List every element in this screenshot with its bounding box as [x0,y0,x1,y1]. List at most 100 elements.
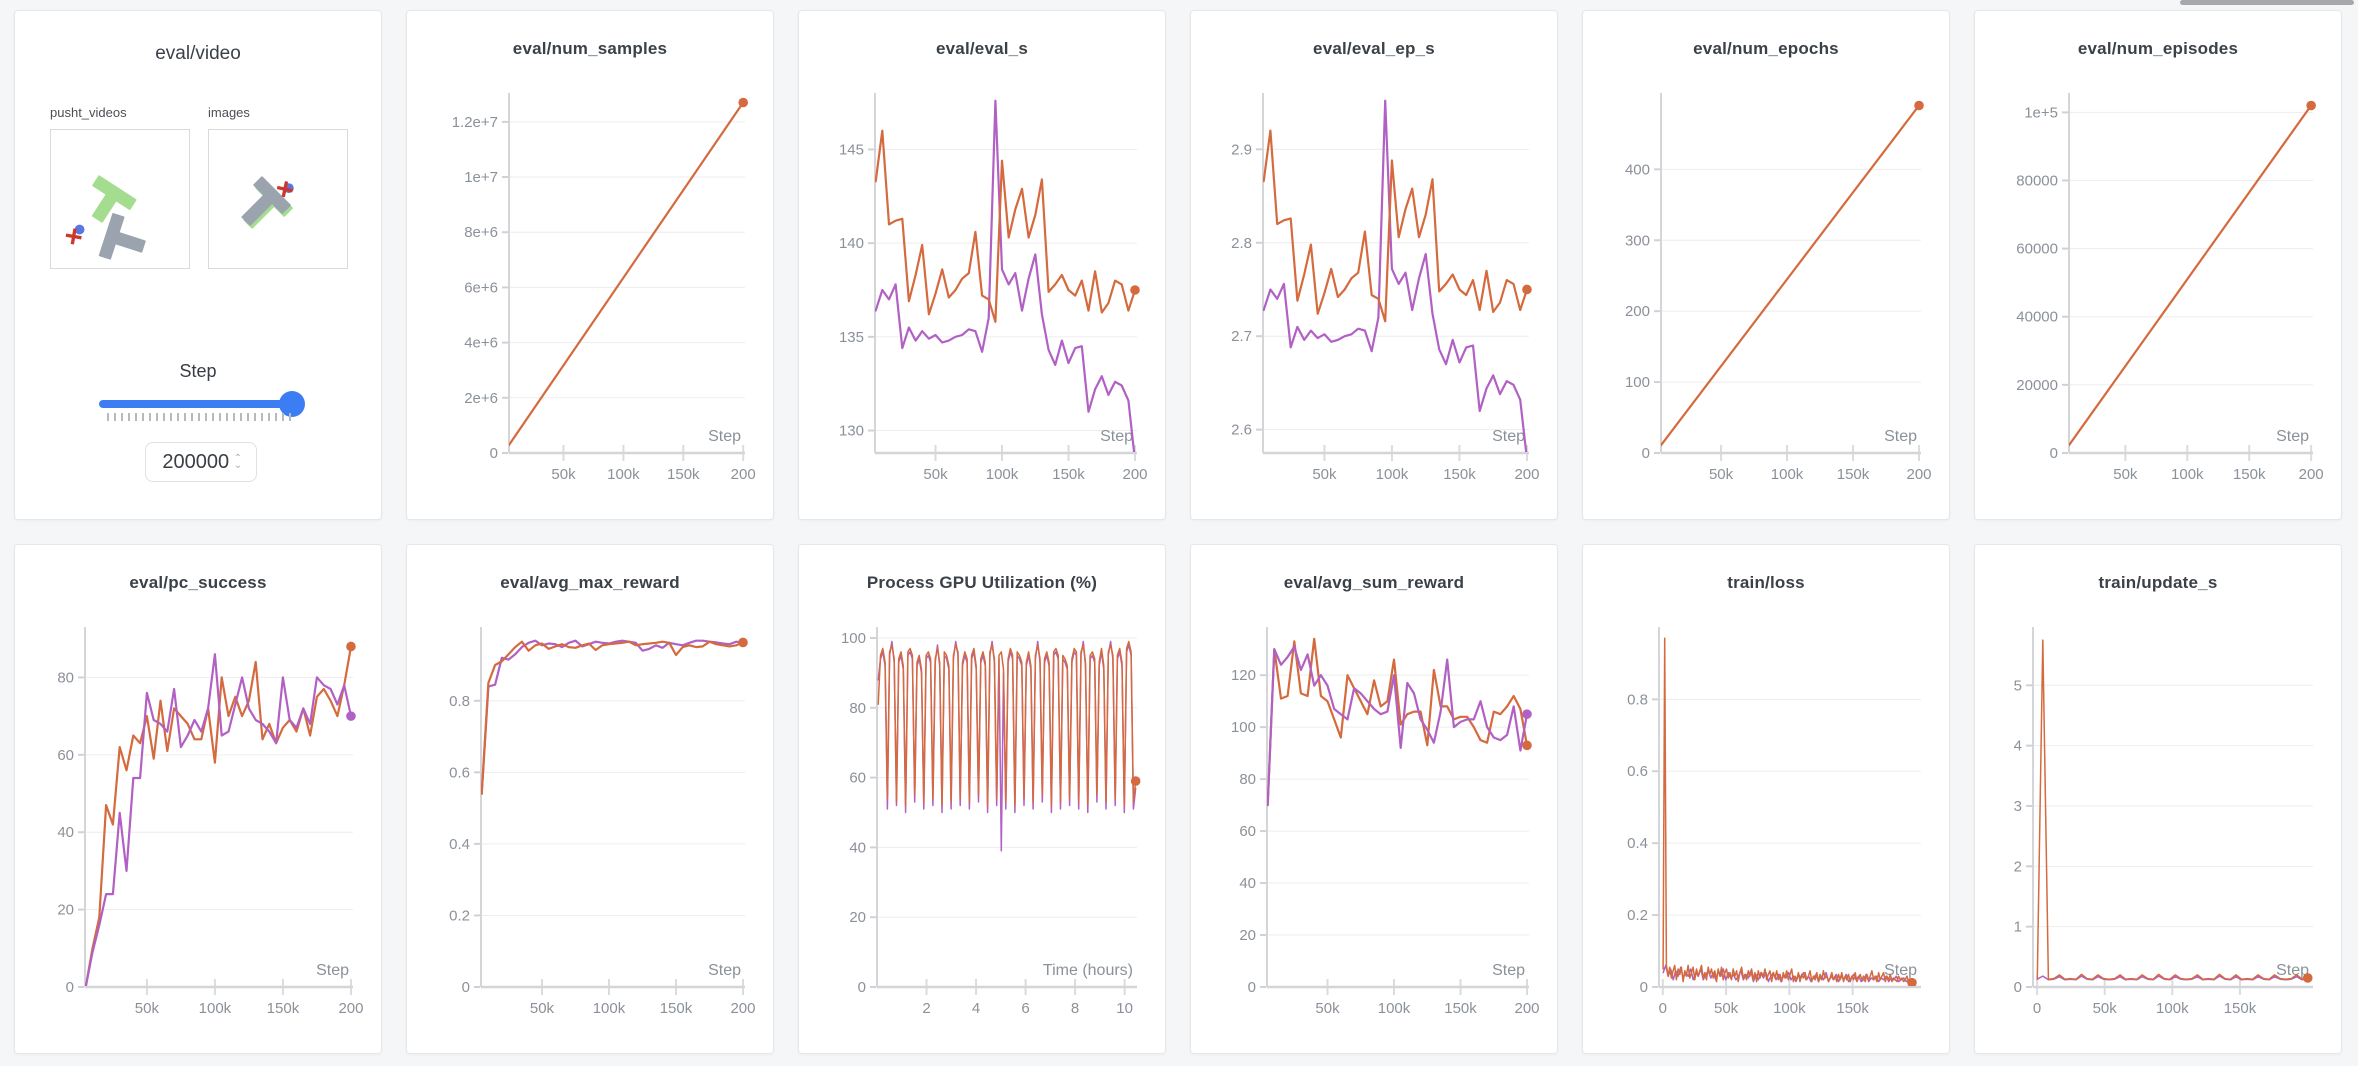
chart-eval-num-samples[interactable]: 0 2e+6 4e+6 6e+6 8e+6 1e+7 1.2e+7 50k 100k 150k 20… [407,81,773,519]
step-slider-thumb[interactable] [279,391,305,417]
svg-text:8: 8 [1071,1000,1079,1017]
svg-text:0.4: 0.4 [1627,835,1648,852]
svg-text:150k: 150k [667,466,700,483]
svg-text:200: 200 [1625,303,1650,320]
svg-text:150k: 150k [2233,466,2266,483]
svg-text:20: 20 [849,909,866,926]
chart-title: eval/avg_max_reward [500,573,680,592]
svg-text:100k: 100k [1771,466,1804,483]
horizontal-scrollbar-thumb[interactable] [2180,0,2354,5]
svg-text:40: 40 [849,839,866,856]
svg-text:100: 100 [1231,719,1256,736]
svg-text:80: 80 [57,669,74,686]
svg-text:400: 400 [1625,161,1650,178]
svg-text:0.2: 0.2 [449,907,470,924]
svg-text:150k: 150k [1444,1000,1477,1017]
stepper-down-icon[interactable]: ⌄ [233,460,243,471]
svg-text:80000: 80000 [2016,172,2058,189]
svg-text:6: 6 [1021,1000,1029,1017]
svg-text:0: 0 [2033,1000,2041,1017]
chart-eval-num-epochs[interactable]: 0 100 200 300 400 50k 100k 150k 200 Step [1583,81,1949,519]
chart-eval-pc-success[interactable]: 0 20 40 60 80 50k 100k 150k 200 Step [15,615,381,1053]
svg-text:0: 0 [2014,979,2022,996]
pusht-videos-label: pusht_videos [50,105,127,120]
panel-grid: eval/video pusht_videos images [14,10,2342,1054]
chart-title: eval/num_episodes [2077,39,2239,58]
svg-text:Step: Step [708,428,741,445]
panel-gpu-utilization: Process GPU Utilization (%) 0 20 40 60 80 100… [798,544,1166,1054]
svg-text:200: 200 [730,1000,755,1017]
chart-title: eval/eval_ep_s [1313,39,1435,58]
panel-eval-num-samples: eval/num_samples 0 2e+6 4e+6 6e+6 8e+6 1e+7 1.… [406,10,774,520]
svg-text:6e+6: 6e+6 [464,279,498,296]
svg-text:150k: 150k [660,1000,693,1017]
chart-title: eval/avg_sum_reward [1283,573,1465,592]
svg-text:50k: 50k [1714,1000,1739,1017]
svg-text:0.2: 0.2 [1627,907,1648,924]
step-stepper[interactable]: ⌃ ⌄ [233,453,243,471]
svg-text:2.8: 2.8 [1231,235,1252,252]
chart-title: train/loss [1727,573,1805,592]
chart-eval-eval-ep-s[interactable]: 2.6 2.7 2.8 2.9 50k 100k 150k 200 Step [1191,81,1557,519]
svg-text:100k: 100k [2171,466,2204,483]
svg-text:200: 200 [1907,466,1932,483]
chart-train-loss[interactable]: 0 0.2 0.4 0.6 0.8 0 50k 100k 150k Step [1583,615,1949,1053]
svg-text:150k: 150k [2224,1000,2257,1017]
chart-title: eval/num_epochs [1693,39,1839,58]
step-slider-track[interactable] [99,391,305,417]
svg-text:3: 3 [2014,798,2022,815]
svg-text:150k: 150k [1443,466,1476,483]
svg-text:0: 0 [1659,1000,1667,1017]
chart-eval-avg-sum-reward[interactable]: 0 20 40 60 80 100 120 50k 100k 150k 200 Step [1191,615,1557,1053]
svg-text:0: 0 [462,979,470,996]
svg-text:40: 40 [57,824,74,841]
step-slider-label: Step [179,361,217,381]
chart-train-update-s[interactable]: 0 1 2 3 4 5 0 50k 100k 150k Step [1975,615,2341,1053]
panel-eval-pc-success: eval/pc_success 0 20 40 60 80 50k 100k 150k 200 S… [14,544,382,1054]
panel-train-update-s: train/update_s 0 1 2 3 4 5 0 50k 100k 150k Step [1974,544,2342,1054]
chart-eval-num-episodes[interactable]: 0 20000 40000 60000 80000 1e+5 50k 100k 150k 200 S… [1975,81,2341,519]
svg-text:60: 60 [849,770,866,787]
svg-text:0: 0 [490,445,498,462]
images-thumbnail[interactable] [208,129,348,269]
svg-text:0: 0 [1248,979,1256,996]
svg-text:Step: Step [1492,962,1525,979]
svg-text:Step: Step [2276,962,2309,979]
step-slider-tickmarks [107,413,295,421]
pusht-video-thumbnail[interactable] [50,129,190,269]
chart-title: Process GPU Utilization (%) [866,573,1098,592]
svg-text:0: 0 [2050,445,2058,462]
chart-eval-eval-s[interactable]: 130 135 140 145 50k 100k 150k 200 Step [799,81,1165,519]
svg-text:0.6: 0.6 [1627,763,1648,780]
step-input[interactable] [159,450,232,474]
svg-text:4: 4 [972,1000,980,1017]
svg-text:150k: 150k [1837,466,1870,483]
svg-text:135: 135 [839,329,864,346]
svg-text:100k: 100k [607,466,640,483]
chart-eval-avg-max-reward[interactable]: 0 0.2 0.4 0.6 0.8 50k 100k 150k 200 Step [407,615,773,1053]
svg-text:4: 4 [2014,738,2022,755]
svg-text:2.9: 2.9 [1231,141,1252,158]
svg-text:100k: 100k [1773,1000,1806,1017]
svg-text:100k: 100k [593,1000,626,1017]
svg-text:200: 200 [1514,466,1539,483]
svg-text:Step: Step [708,962,741,979]
svg-text:0: 0 [66,979,74,996]
chart-gpu-utilization[interactable]: 0 20 40 60 80 100 2 4 6 8 10 Time (hours) [799,615,1165,1053]
svg-text:Step: Step [1492,428,1525,445]
svg-text:50k: 50k [530,1000,555,1017]
svg-text:20: 20 [1239,927,1256,944]
svg-text:145: 145 [839,141,864,158]
svg-text:0: 0 [858,979,866,996]
svg-text:200: 200 [2299,466,2324,483]
svg-text:100k: 100k [2156,1000,2189,1017]
svg-text:2: 2 [922,1000,930,1017]
svg-text:50k: 50k [1315,1000,1340,1017]
svg-text:Time (hours): Time (hours) [1043,962,1133,979]
svg-text:8e+6: 8e+6 [464,224,498,241]
svg-text:1e+5: 1e+5 [2024,104,2058,121]
stepper-up-icon[interactable]: ⌃ [233,453,243,464]
svg-text:2: 2 [2014,858,2022,875]
svg-text:50k: 50k [1709,466,1734,483]
svg-text:60: 60 [57,747,74,764]
